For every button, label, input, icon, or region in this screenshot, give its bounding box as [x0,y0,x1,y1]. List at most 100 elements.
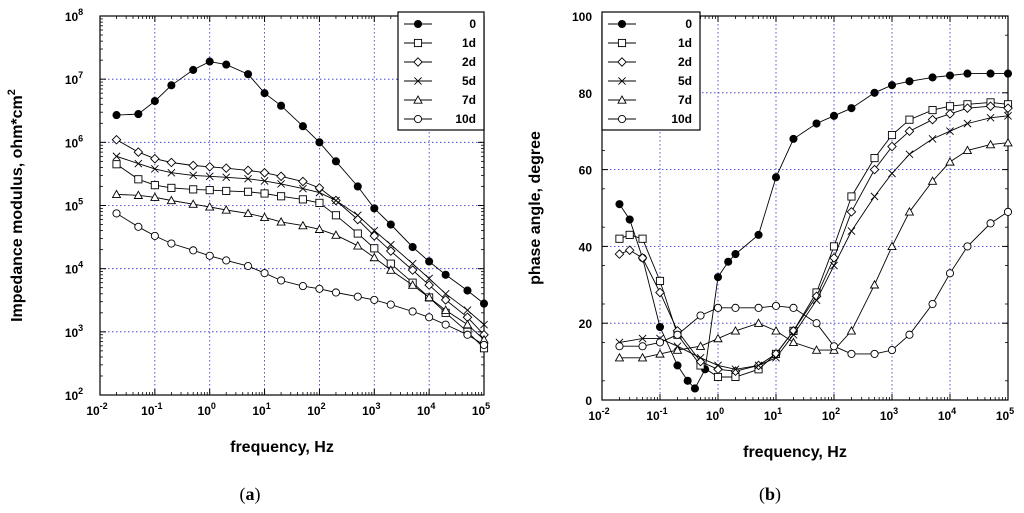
data-point [353,292,362,301]
data-point [150,181,159,190]
data-point [846,207,857,217]
data-point [625,230,634,239]
data-point [167,239,176,248]
data-point [315,284,324,293]
series-5d [112,152,488,329]
legend-label: 2d [462,55,476,69]
data-point [888,169,896,178]
x-tick-label: 100 [706,406,724,423]
data-point [683,376,692,385]
data-point [276,216,286,226]
data-point [150,97,159,106]
data-point [244,187,253,196]
chart-b-phase-angle: 10-2 10-1 100 101 102 103 104 105 0 20 40 60 80 100 fr… [527,10,1014,505]
data-point [869,279,880,289]
legend-label: 5d [678,74,692,88]
data-point [205,186,214,195]
legend-marker [617,19,627,29]
data-point [887,141,897,152]
x-tick-label: 10-2 [86,401,107,418]
data-point [244,70,253,79]
data-point [408,259,417,268]
data-point [314,183,325,193]
data-point [904,126,915,137]
data-point [788,337,799,347]
y-tick-label: 40 [579,240,593,254]
data-point [963,119,972,128]
legend-marker [413,114,423,124]
x-tick-labels: 10-2 10-1 100 101 102 103 104 105 [86,401,490,418]
data-point [887,241,897,251]
series-line-2d [619,105,1009,372]
data-point [928,299,937,309]
data-point [167,168,176,177]
legend-box [397,11,485,131]
data-point [205,57,214,66]
series-7d [111,189,489,344]
data-point [638,234,647,243]
x-tick-label: 10-1 [646,406,667,423]
data-point [424,292,434,302]
legend-marker [618,77,626,85]
data-point [928,106,937,115]
data-point [314,224,325,233]
y-tick-label: 106 [65,133,83,150]
data-point [870,349,879,358]
data-point [789,134,798,143]
data-point [277,101,286,110]
legend-box [601,11,701,131]
data-point [386,240,395,249]
data-point [112,152,121,161]
data-point [222,186,231,195]
legend-item: 0 [404,17,476,31]
data-point [847,192,856,201]
series-7d [614,137,1013,362]
data-point [695,341,706,350]
data-point [441,320,450,329]
data-point [150,192,160,201]
data-point [353,229,362,238]
data-point [673,361,682,370]
data-point [945,269,955,278]
data-point [243,165,253,176]
data-point [754,230,763,239]
data-point [829,342,839,351]
data-point [754,303,763,312]
data-point [332,196,340,205]
data-point [276,171,286,182]
data-point [150,153,160,164]
data-point [713,372,723,382]
data-point [1003,137,1013,147]
data-point [869,164,880,175]
data-point [134,222,143,231]
data-point [905,150,914,159]
data-point [277,179,286,188]
data-point [425,313,434,322]
data-point [847,104,856,113]
panel-label: (a) [240,484,261,505]
y-tick-label: 80 [579,87,593,101]
data-point [731,250,740,259]
data-point [963,69,972,78]
data-point [713,333,723,343]
x-tick-label: 102 [822,406,840,423]
data-point [754,361,763,370]
data-point [425,274,434,283]
data-point [112,160,121,169]
data-point [463,330,472,339]
data-point [638,334,647,343]
data-point [812,119,821,128]
data-point [386,220,395,229]
data-point [134,159,143,168]
x-tick-label: 101 [764,406,782,423]
chart-a-impedance-modulus: 10-2 10-1 100 101 102 103 104 10510210310410510… [6,7,490,505]
legend-label: 1d [678,36,692,50]
data-point [353,182,362,191]
data-point [189,171,198,180]
data-point [946,127,954,136]
panel-label: (b) [759,484,781,505]
legend-item: 10d [608,112,692,126]
data-point [204,201,215,211]
legend: 0 1d 2d 5d 7d 10d [397,11,485,131]
x-axis-title: frequency, Hz [743,444,847,461]
